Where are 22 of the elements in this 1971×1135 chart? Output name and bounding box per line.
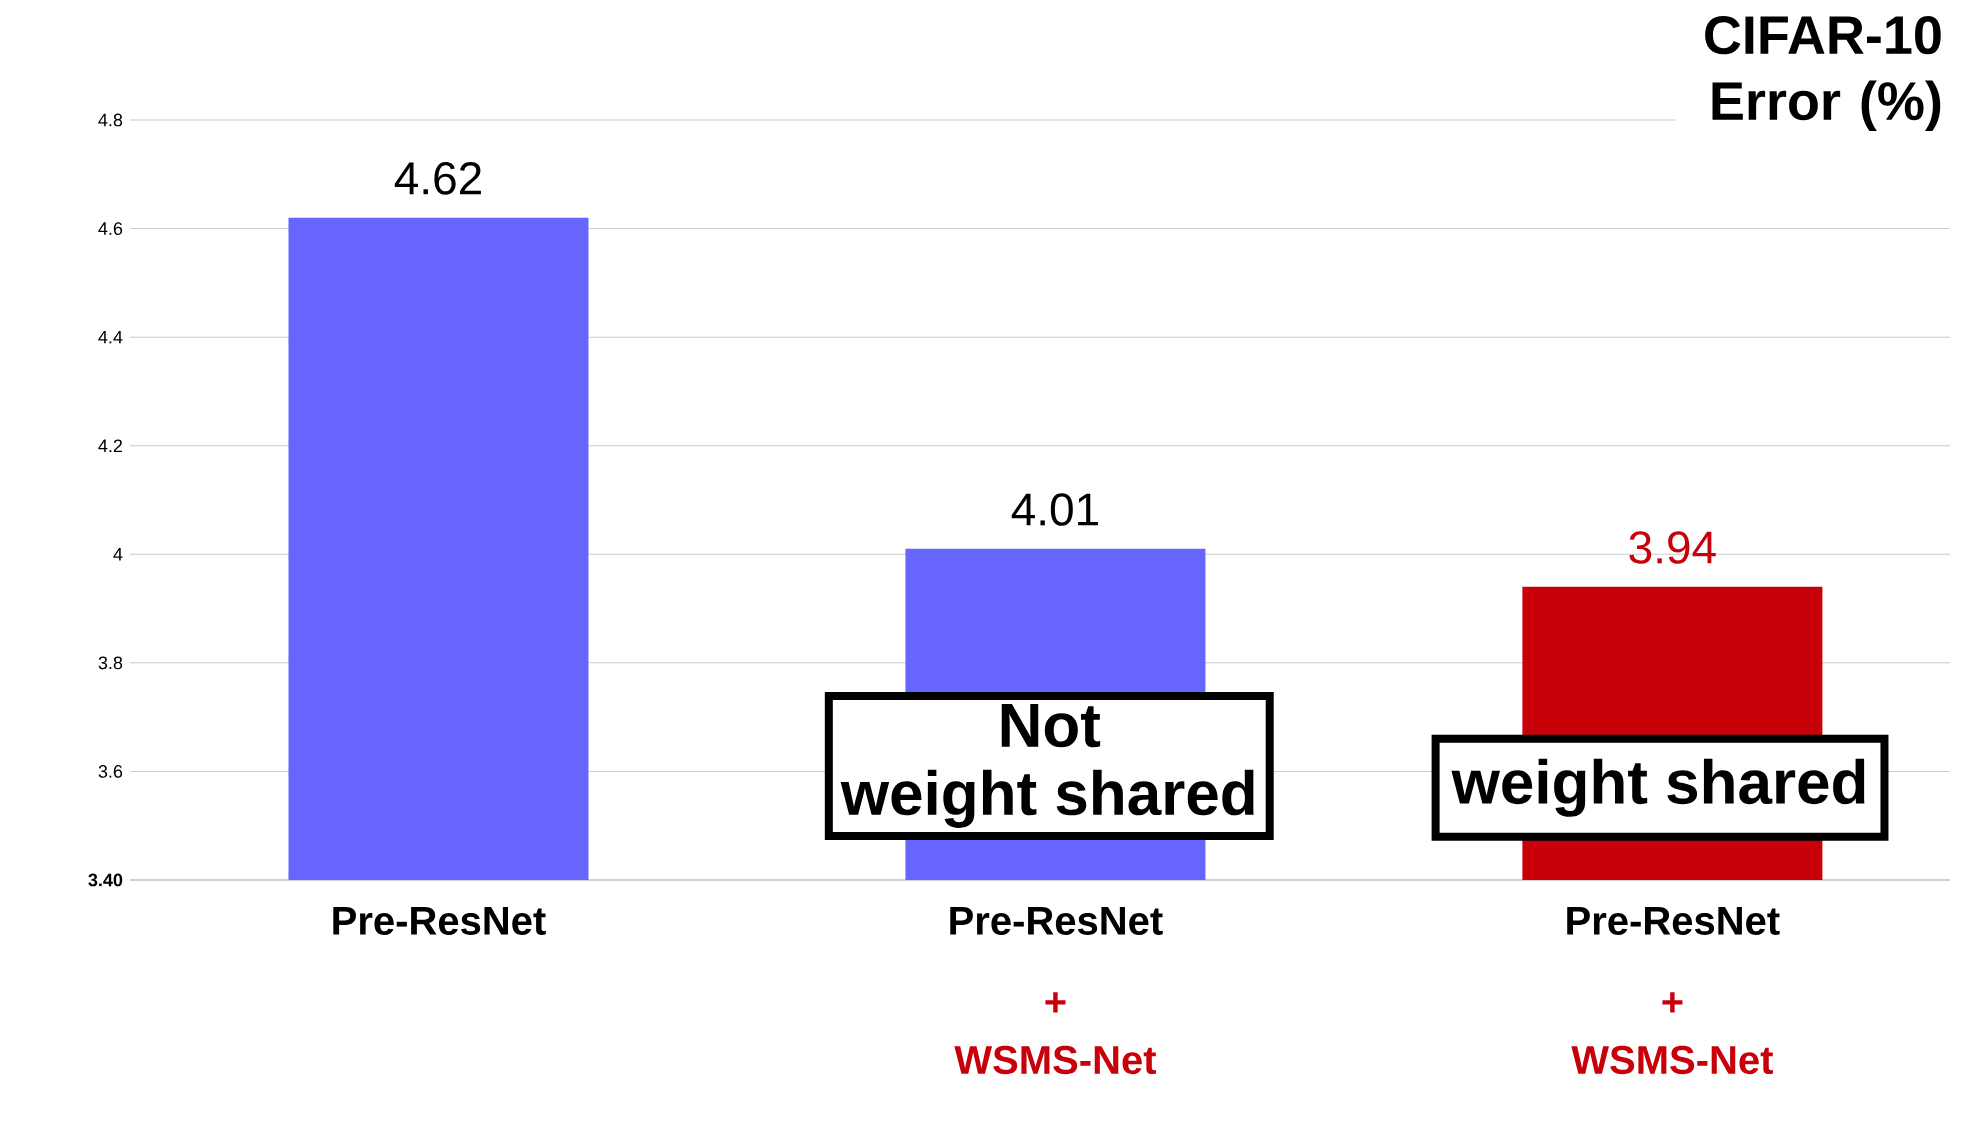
data-label: 3.94	[1629, 531, 1716, 564]
y-tick-label: 4.6	[98, 222, 123, 235]
x-tick-label: Pre-ResNet	[333, 907, 546, 935]
annotation: weight shared	[840, 769, 1254, 828]
x-tick-label: Pre-ResNet	[950, 907, 1163, 935]
text: WSMS-Net	[1571, 1045, 1773, 1075]
text: +	[1662, 992, 1683, 1013]
annotation: weight shared	[1451, 758, 1865, 817]
annotation: Not	[1001, 704, 1101, 748]
y-tick-label: 4.2	[98, 439, 123, 452]
text: +	[1045, 992, 1066, 1013]
y-tick-label: 3.8	[98, 656, 123, 670]
data-label: 4.01	[1011, 493, 1098, 526]
data-label: 4.62	[394, 162, 481, 195]
y-tick-label: 4	[113, 548, 123, 561]
y-tick-label: 4.4	[98, 330, 123, 344]
x-tick-label: Pre-ResNet	[1567, 907, 1780, 935]
text: WSMS-Net	[954, 1045, 1157, 1075]
y-tick-label: 3.6	[98, 765, 123, 778]
chart-title: CIFAR-10 Error (%)	[1705, 16, 1941, 131]
y-tick-label: 4.8	[98, 113, 123, 127]
y-tick-label: 3.40	[88, 873, 123, 887]
